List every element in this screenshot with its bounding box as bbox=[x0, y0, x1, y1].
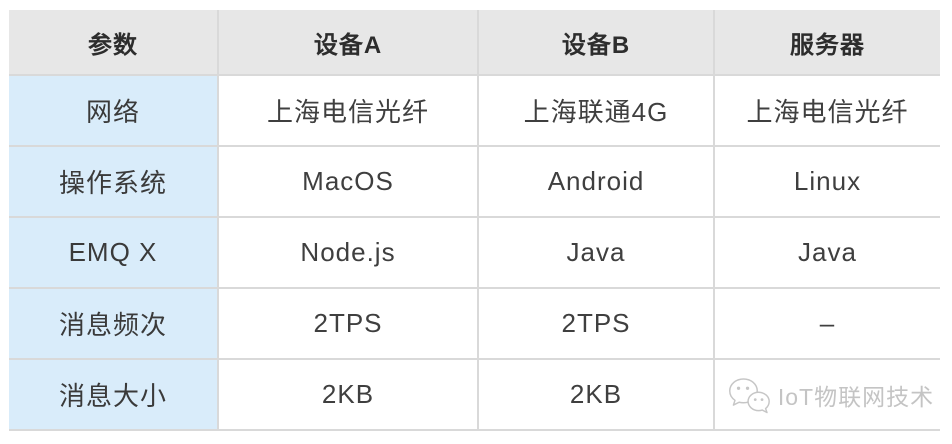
table-cell: Java bbox=[479, 218, 715, 289]
wechat-icon bbox=[728, 377, 770, 413]
table-cell: 上海电信光纤 bbox=[715, 76, 940, 147]
column-header-parameter: 参数 bbox=[9, 10, 219, 76]
table-cell-watermark: IoT物联网技术 bbox=[715, 360, 940, 431]
row-label-msg-size: 消息大小 bbox=[9, 360, 219, 431]
column-header-device-b: 设备B bbox=[479, 10, 715, 76]
header-row: 参数 设备A 设备B 服务器 bbox=[9, 10, 940, 76]
table-cell: Node.js bbox=[219, 218, 479, 289]
table-cell: 2KB bbox=[219, 360, 479, 431]
table-cell: – bbox=[715, 289, 940, 360]
table-row-network: 网络 上海电信光纤 上海联通4G 上海电信光纤 bbox=[9, 76, 940, 147]
watermark-text: IoT物联网技术 bbox=[777, 383, 935, 410]
table-cell: Java bbox=[715, 218, 940, 289]
table-row-msg-size: 消息大小 2KB 2KB bbox=[9, 360, 940, 431]
row-label-emqx: EMQ X bbox=[9, 218, 219, 289]
table-cell: Linux bbox=[715, 147, 940, 218]
table-row-emqx: EMQ X Node.js Java Java bbox=[9, 218, 940, 289]
table-cell: 2TPS bbox=[219, 289, 479, 360]
table-cell: 上海联通4G bbox=[479, 76, 715, 147]
column-header-server: 服务器 bbox=[715, 10, 940, 76]
column-header-device-a: 设备A bbox=[219, 10, 479, 76]
table-row-os: 操作系统 MacOS Android Linux bbox=[9, 147, 940, 218]
table-cell: 上海电信光纤 bbox=[219, 76, 479, 147]
table-cell: 2TPS bbox=[479, 289, 715, 360]
comparison-table-container: 参数 设备A 设备B 服务器 网络 上海电信光纤 上海联通4G 上海电信光纤 操… bbox=[9, 10, 940, 431]
table-cell: MacOS bbox=[219, 147, 479, 218]
row-label-network: 网络 bbox=[9, 76, 219, 147]
watermark: IoT物联网技术 bbox=[715, 376, 940, 414]
table-row-msg-rate: 消息频次 2TPS 2TPS – bbox=[9, 289, 940, 360]
table-cell: 2KB bbox=[479, 360, 715, 431]
row-label-os: 操作系统 bbox=[9, 147, 219, 218]
comparison-table: 参数 设备A 设备B 服务器 网络 上海电信光纤 上海联通4G 上海电信光纤 操… bbox=[9, 10, 940, 431]
row-label-msg-rate: 消息频次 bbox=[9, 289, 219, 360]
table-cell: Android bbox=[479, 147, 715, 218]
